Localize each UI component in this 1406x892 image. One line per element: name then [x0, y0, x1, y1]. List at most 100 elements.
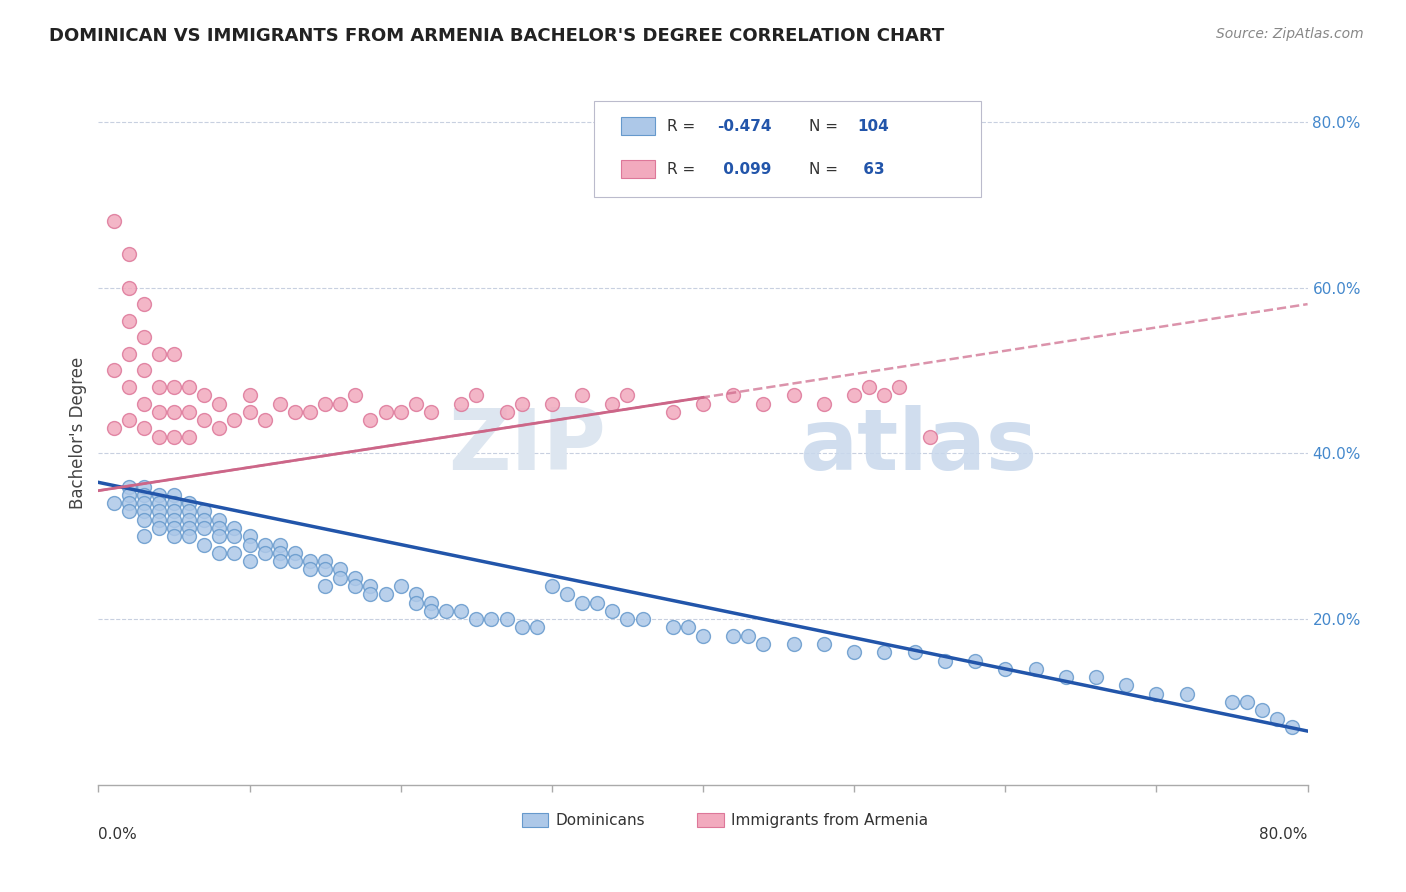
Point [344, 388, 367, 402]
Point [586, 596, 609, 610]
Point [450, 396, 472, 410]
Point [103, 421, 125, 435]
Point [208, 529, 231, 543]
Point [193, 537, 215, 551]
Point [148, 521, 170, 535]
Point [752, 637, 775, 651]
Point [661, 405, 683, 419]
Point [889, 380, 911, 394]
Point [193, 521, 215, 535]
Text: Dominicans: Dominicans [555, 813, 645, 828]
Point [132, 396, 155, 410]
Point [631, 612, 654, 626]
Point [692, 396, 714, 410]
Point [224, 546, 246, 560]
Point [540, 579, 562, 593]
Point [179, 496, 201, 510]
Point [314, 554, 336, 568]
Point [360, 413, 382, 427]
Bar [697, 814, 724, 827]
Text: N =: N = [810, 161, 844, 177]
Point [571, 596, 593, 610]
Point [163, 430, 186, 444]
Point [676, 620, 699, 634]
Point [1281, 720, 1303, 734]
Point [1024, 662, 1046, 676]
Point [813, 396, 835, 410]
Point [208, 396, 231, 410]
Point [1054, 670, 1077, 684]
Point [148, 513, 170, 527]
Point [148, 488, 170, 502]
Point [253, 537, 276, 551]
Point [918, 430, 941, 444]
Point [1236, 695, 1258, 709]
Text: 104: 104 [858, 119, 890, 134]
Point [602, 396, 624, 410]
Point [873, 645, 896, 659]
Text: -0.474: -0.474 [717, 119, 772, 134]
Point [208, 421, 231, 435]
Point [118, 496, 141, 510]
Point [179, 430, 201, 444]
Point [420, 604, 443, 618]
Point [179, 513, 201, 527]
Point [163, 504, 186, 518]
Text: ZIP: ZIP [449, 405, 606, 488]
Point [571, 388, 593, 402]
Point [616, 388, 638, 402]
Point [224, 413, 246, 427]
Point [344, 571, 367, 585]
Point [299, 554, 322, 568]
Point [858, 380, 880, 394]
Point [118, 504, 141, 518]
Point [389, 579, 412, 593]
Point [510, 620, 533, 634]
Point [510, 396, 533, 410]
Point [284, 554, 307, 568]
Point [163, 496, 186, 510]
Point [284, 405, 307, 419]
Point [299, 405, 322, 419]
Point [163, 347, 186, 361]
Text: 80.0%: 80.0% [1260, 827, 1308, 842]
Point [163, 488, 186, 502]
Text: R =: R = [666, 119, 700, 134]
Point [1251, 703, 1274, 717]
Point [360, 579, 382, 593]
Point [965, 654, 987, 668]
Text: 63: 63 [858, 161, 884, 177]
Point [163, 380, 186, 394]
Point [239, 554, 262, 568]
Point [269, 396, 291, 410]
Point [844, 645, 866, 659]
Point [405, 587, 427, 601]
Bar [621, 160, 655, 178]
Point [1085, 670, 1108, 684]
Point [193, 513, 215, 527]
Point [148, 504, 170, 518]
Point [994, 662, 1017, 676]
Point [239, 405, 262, 419]
Point [179, 521, 201, 535]
Point [193, 413, 215, 427]
Point [239, 529, 262, 543]
Point [118, 247, 141, 261]
Point [132, 496, 155, 510]
Point [873, 388, 896, 402]
Point [239, 537, 262, 551]
Point [405, 596, 427, 610]
Point [314, 579, 336, 593]
Point [737, 629, 759, 643]
Point [450, 604, 472, 618]
Point [1175, 687, 1198, 701]
Point [163, 513, 186, 527]
Point [526, 620, 548, 634]
Point [179, 504, 201, 518]
Point [752, 396, 775, 410]
Text: DOMINICAN VS IMMIGRANTS FROM ARMENIA BACHELOR'S DEGREE CORRELATION CHART: DOMINICAN VS IMMIGRANTS FROM ARMENIA BAC… [49, 27, 945, 45]
Text: 0.099: 0.099 [717, 161, 770, 177]
Point [723, 629, 745, 643]
Point [602, 604, 624, 618]
Text: 0.0%: 0.0% [98, 827, 138, 842]
